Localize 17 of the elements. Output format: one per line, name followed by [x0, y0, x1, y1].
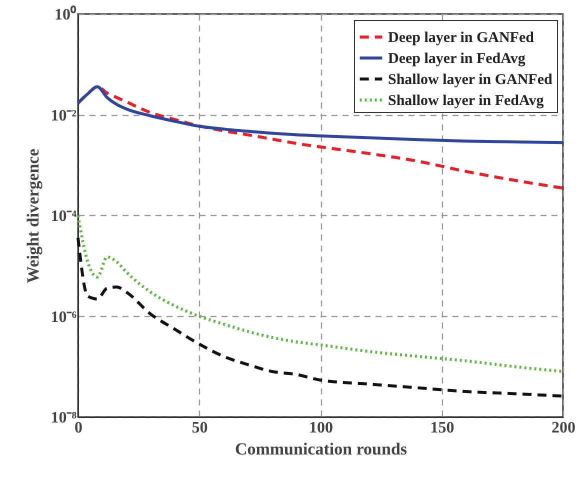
x-tick-label: 150: [430, 420, 454, 436]
y-tick-label: 10⁻⁶: [50, 308, 77, 326]
x-tick-label: 50: [192, 420, 208, 436]
legend-label: Shallow layer in FedAvg: [388, 93, 544, 109]
y-tick-label: 10⁻²: [50, 107, 77, 124]
legend-label: Deep layer in GANFed: [388, 30, 535, 46]
x-tick-label: 200: [552, 420, 576, 436]
y-axis-title: Weight divergence: [24, 148, 43, 284]
y-tick-label: 10⁰: [54, 6, 76, 24]
line-series: [76, 214, 564, 374]
legend-label: Shallow layer in GANFed: [388, 72, 553, 88]
y-tick-label: 10⁻⁴: [50, 208, 77, 225]
x-axis-title: Communication rounds: [234, 440, 408, 458]
legend-label: Deep layer in FedAvg: [388, 51, 526, 67]
x-tick-label: 0: [74, 420, 82, 436]
x-tick-label: 100: [309, 420, 333, 436]
line-series: [76, 236, 564, 398]
